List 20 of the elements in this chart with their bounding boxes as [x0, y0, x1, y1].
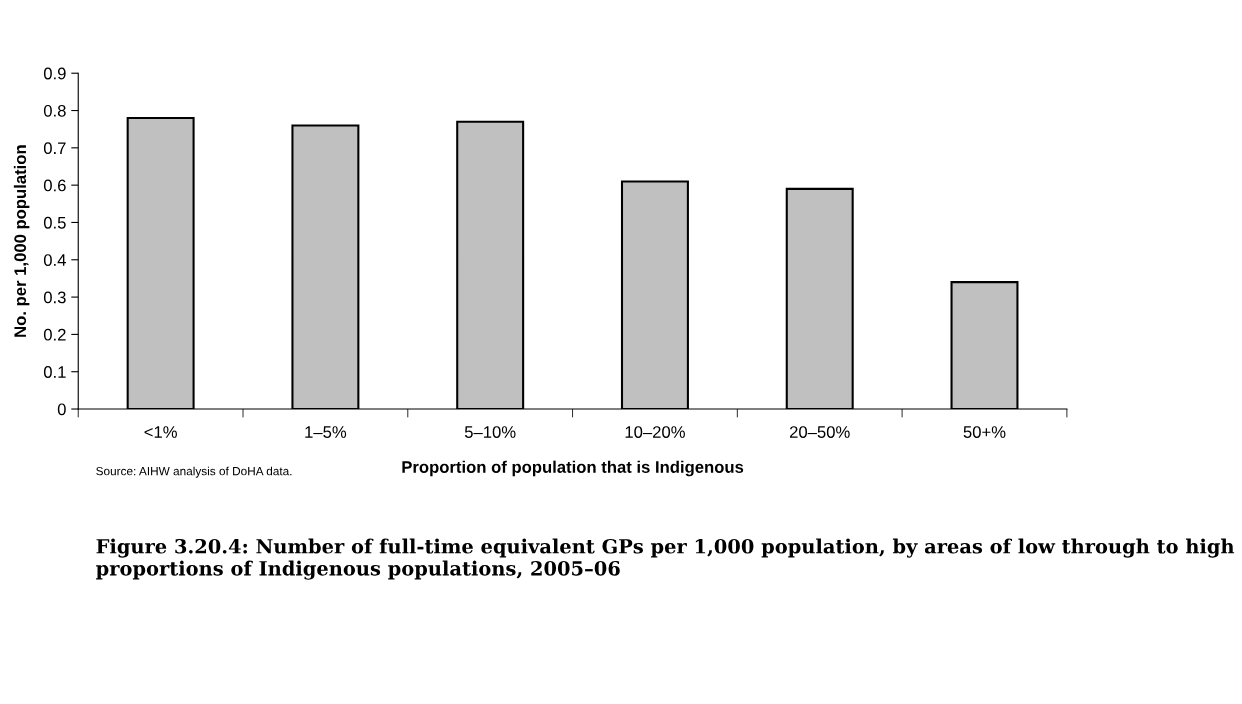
y-tick-label: 0.8 [43, 104, 66, 117]
x-tick-label: 5–10% [464, 426, 516, 438]
y-tick-label: 0.9 [43, 67, 66, 80]
y-tick-label: 0.3 [43, 291, 66, 304]
x-tick-label: 20–50% [789, 426, 850, 438]
y-tick-label: 0.4 [43, 254, 66, 266]
text: Figure 3.20.4: Number of full-time equivalent GPs per 1,000 population, by areas of low through to high proportions of Indigenous populations, 2005–06 [96, 538, 1235, 580]
y-axis-title: No. per 1,000 population [13, 145, 30, 337]
y-tick-label: 0 [57, 403, 66, 416]
x-tick-label: <1% [144, 426, 177, 438]
x-tick-label: 50+% [963, 426, 1006, 438]
y-tick-label: 0.6 [43, 179, 66, 192]
x-tick-label: 1–5% [305, 426, 347, 438]
x-tick-label: 10–20% [625, 426, 685, 438]
y-tick-label: 0.5 [43, 216, 66, 229]
y-tick-label: 0.2 [43, 328, 66, 341]
x-axis-title: Proportion of population that is Indigenous [402, 460, 744, 477]
y-tick-label: 0.1 [43, 366, 66, 378]
source-note: Source: AIHW analysis of DoHA data. [96, 466, 292, 478]
y-tick-label: 0.7 [43, 142, 66, 155]
